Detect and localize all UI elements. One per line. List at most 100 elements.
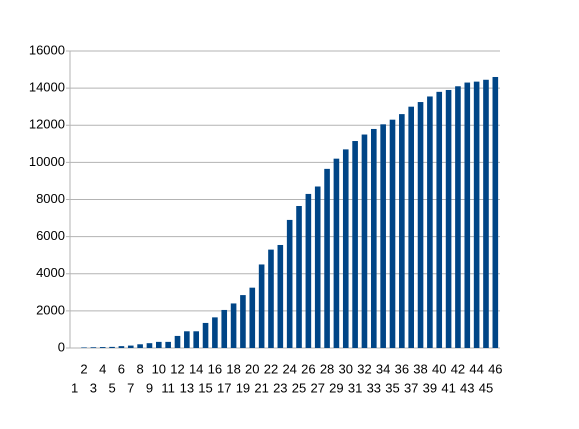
y-tick-label: 0 xyxy=(58,339,65,354)
y-tick-label: 6000 xyxy=(36,228,65,243)
x-tick-label: 24 xyxy=(282,361,296,376)
x-tick-label: 12 xyxy=(170,361,184,376)
y-tick-label: 2000 xyxy=(36,302,65,317)
bar xyxy=(165,341,171,348)
bar xyxy=(455,86,461,349)
y-tick-label: 12000 xyxy=(29,117,65,132)
bar xyxy=(221,309,228,348)
bar xyxy=(380,124,386,349)
x-tick-label: 3 xyxy=(90,380,97,395)
bar xyxy=(81,347,87,348)
bar xyxy=(156,341,162,348)
x-tick-label: 5 xyxy=(108,380,115,395)
y-tick-label: 8000 xyxy=(36,191,65,206)
x-tick-label: 1 xyxy=(71,380,78,395)
x-tick-label: 38 xyxy=(413,361,427,376)
bar xyxy=(286,219,293,348)
bar xyxy=(99,347,106,348)
x-tick-label: 17 xyxy=(217,380,231,395)
bar xyxy=(361,134,368,348)
bar xyxy=(436,91,443,349)
bar xyxy=(277,244,284,348)
x-tick-label: 41 xyxy=(441,380,455,395)
bar xyxy=(118,346,125,348)
bar xyxy=(137,344,143,348)
bar xyxy=(483,79,489,348)
bar xyxy=(492,76,499,349)
x-tick-label: 46 xyxy=(488,361,502,376)
x-tick-label: 39 xyxy=(423,380,437,395)
x-tick-label: 45 xyxy=(479,380,493,395)
x-tick-label: 35 xyxy=(385,380,399,395)
bar xyxy=(333,158,340,348)
bar xyxy=(268,249,274,348)
bar xyxy=(174,335,181,348)
x-tick-label: 19 xyxy=(236,380,250,395)
bar xyxy=(445,89,452,348)
bar xyxy=(324,168,330,348)
bar xyxy=(127,345,134,348)
bar xyxy=(399,114,405,348)
bar xyxy=(193,331,199,348)
y-tick-label: 4000 xyxy=(36,265,65,280)
x-tick-label: 44 xyxy=(469,361,483,376)
x-tick-label: 27 xyxy=(310,380,324,395)
x-tick-label: 11 xyxy=(161,380,175,395)
bar xyxy=(352,141,358,348)
x-tick-label: 4 xyxy=(99,361,106,376)
bar xyxy=(473,81,480,349)
bar xyxy=(249,287,256,348)
bar xyxy=(296,205,302,348)
y-tick-label: 14000 xyxy=(29,80,65,95)
bar xyxy=(202,322,209,348)
bar xyxy=(417,102,424,348)
x-tick-label: 40 xyxy=(432,361,446,376)
bar xyxy=(427,96,433,349)
x-tick-label: 2 xyxy=(80,361,87,376)
bar xyxy=(258,264,265,348)
bar xyxy=(371,128,377,348)
x-tick-label: 15 xyxy=(198,380,212,395)
x-tick-label: 20 xyxy=(245,361,259,376)
x-tick-label: 34 xyxy=(376,361,390,376)
y-tick-label: 10000 xyxy=(29,154,65,169)
x-tick-label: 26 xyxy=(301,361,315,376)
x-tick-label: 8 xyxy=(136,361,143,376)
bar xyxy=(230,303,237,348)
bar xyxy=(389,119,396,349)
x-tick-label: 13 xyxy=(180,380,194,395)
x-tick-label: 32 xyxy=(357,361,371,376)
bar xyxy=(184,331,190,348)
x-tick-label: 14 xyxy=(189,361,203,376)
x-tick-label: 36 xyxy=(395,361,409,376)
x-tick-label: 25 xyxy=(292,380,306,395)
x-tick-label: 42 xyxy=(451,361,465,376)
bar xyxy=(90,347,97,348)
bar xyxy=(109,346,115,348)
x-tick-label: 43 xyxy=(460,380,474,395)
x-tick-label: 18 xyxy=(226,361,240,376)
x-tick-label: 30 xyxy=(339,361,353,376)
x-tick-label: 22 xyxy=(264,361,278,376)
x-tick-label: 9 xyxy=(146,380,153,395)
bar xyxy=(146,343,153,348)
bar xyxy=(240,295,246,348)
bar xyxy=(212,317,218,348)
x-tick-label: 7 xyxy=(127,380,134,395)
x-tick-label: 10 xyxy=(152,361,166,376)
x-tick-label: 31 xyxy=(348,380,362,395)
x-tick-label: 6 xyxy=(118,361,125,376)
bar xyxy=(305,193,312,348)
x-tick-label: 16 xyxy=(208,361,222,376)
x-tick-label: 28 xyxy=(320,361,334,376)
bar xyxy=(464,82,471,349)
bar xyxy=(408,106,414,348)
bar xyxy=(314,186,321,348)
x-tick-label: 21 xyxy=(254,380,268,395)
x-tick-label: 23 xyxy=(273,380,287,395)
x-tick-label: 29 xyxy=(329,380,343,395)
y-tick-label: 16000 xyxy=(29,42,65,57)
x-tick-label: 33 xyxy=(367,380,381,395)
bar xyxy=(342,149,349,348)
